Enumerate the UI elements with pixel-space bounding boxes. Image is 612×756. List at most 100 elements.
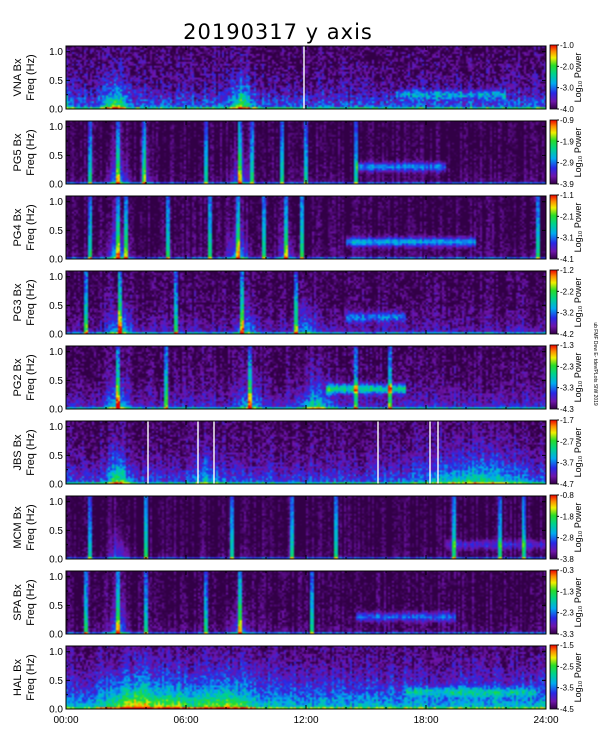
colorbar <box>549 644 558 710</box>
y-tick-label: 0.0 <box>49 555 63 566</box>
y-tick-label: 0.5 <box>49 301 63 312</box>
y-label-station: HAL Bx <box>12 659 24 696</box>
colorbar-tick-label: -1.7 <box>560 416 574 425</box>
colorbar-label: Log₁₀ Power <box>573 428 583 478</box>
y-tick-label: 0.5 <box>49 526 63 537</box>
colorbar-tick-label: -2.9 <box>560 159 574 168</box>
colorbar-label: Log₁₀ Power <box>573 503 583 553</box>
colorbar-tick-label: -1.3 <box>560 341 574 350</box>
spectrogram-pg2 <box>66 346 546 409</box>
side-note: ub FMF Dew E- tdev/PLots SIW 2019 <box>592 322 598 406</box>
panel-mcm: 0.0 0.5 1.0 MCM Bx Freq (Hz) -0.8 -1.8 -2.8 -3.8… <box>12 491 583 566</box>
colorbar-label: Log₁₀ Power <box>573 203 583 253</box>
spectrogram-jbs <box>66 421 546 484</box>
y-label-station: PG5 Bx <box>12 133 24 171</box>
colorbar-tick-label: -4.3 <box>560 405 574 414</box>
data-gap <box>303 46 305 109</box>
y-label-freq: Freq (Hz) <box>25 654 37 700</box>
y-label-station: MCM Bx <box>12 506 24 549</box>
panel-pg2: 0.0 0.5 1.0 PG2 Bx Freq (Hz) -1.3 -2.3 -3.3 -4.3… <box>12 341 583 416</box>
colorbar <box>549 344 558 410</box>
figure-title: 20190317 y axis <box>183 20 373 44</box>
colorbar-tick-label: -2.2 <box>560 287 574 296</box>
y-tick-label: 0.5 <box>49 151 63 162</box>
colorbar <box>549 44 558 110</box>
panel-spa: 0.0 0.5 1.0 SPA Bx Freq (Hz) -0.3 -1.3 -2.3 -3.3… <box>12 566 583 641</box>
panel-jbs: 0.0 0.5 1.0 JBS Bx Freq (Hz) -1.7 -2.7 -3.7 -4.7… <box>12 416 583 491</box>
colorbar-label: Log₁₀ Power <box>573 278 583 328</box>
colorbar-tick-label: -4.5 <box>560 705 574 714</box>
colorbar-tick-label: -4.7 <box>560 480 574 489</box>
spectrogram-mcm <box>66 496 546 559</box>
colorbar <box>549 194 558 260</box>
colorbar-tick-label: -4.2 <box>560 330 574 339</box>
data-gap <box>213 421 215 484</box>
colorbar-tick-label: -1.1 <box>560 191 574 200</box>
data-gap <box>377 421 379 484</box>
x-tick-label: 24:00 <box>533 715 558 726</box>
colorbar-tick-label: -2.8 <box>560 534 574 543</box>
colorbar <box>549 119 558 185</box>
y-label-freq: Freq (Hz) <box>25 129 37 175</box>
y-label-station: PG4 Bx <box>12 208 24 246</box>
spectrogram-pg5 <box>66 121 546 184</box>
y-tick-label: 1.0 <box>49 422 63 433</box>
y-tick-label: 1.0 <box>49 647 63 658</box>
colorbar-tick-label: -3.1 <box>560 234 574 243</box>
colorbar-tick-label: -3.0 <box>560 84 574 93</box>
colorbar-tick-label: -3.5 <box>560 684 574 693</box>
colorbar-tick-label: -4.0 <box>560 105 574 114</box>
colorbar <box>549 419 558 485</box>
colorbar-tick-label: -0.9 <box>560 116 574 125</box>
x-tick-label: 00:00 <box>53 715 78 726</box>
colorbar-tick-label: -0.8 <box>560 491 574 500</box>
colorbar-tick-label: -1.9 <box>560 137 574 146</box>
y-tick-label: 0.0 <box>49 630 63 641</box>
spectrogram-pg3 <box>66 271 546 334</box>
panel-pg3: 0.0 0.5 1.0 PG3 Bx Freq (Hz) -1.2 -2.2 -3.2 -4.2… <box>12 266 583 341</box>
y-label-freq: Freq (Hz) <box>25 504 37 550</box>
colorbar-tick-label: -3.8 <box>560 555 574 564</box>
colorbar-label: Log₁₀ Power <box>573 353 583 403</box>
spectrogram-pg4 <box>66 196 546 259</box>
x-tick-label: 18:00 <box>413 715 438 726</box>
y-label-freq: Freq (Hz) <box>25 204 37 250</box>
y-label-station: VNA Bx <box>12 58 24 96</box>
colorbar-label: Log₁₀ Power <box>573 128 583 178</box>
y-tick-label: 1.0 <box>49 47 63 58</box>
colorbar-tick-label: -2.7 <box>560 437 574 446</box>
colorbar <box>549 269 558 335</box>
y-tick-label: 1.0 <box>49 497 63 508</box>
colorbar-label: Log₁₀ Power <box>573 53 583 103</box>
data-gap <box>197 421 199 484</box>
y-tick-label: 0.0 <box>49 480 63 491</box>
data-gap <box>429 421 431 484</box>
y-tick-label: 0.5 <box>49 376 63 387</box>
colorbar-tick-label: -2.5 <box>560 662 574 671</box>
y-label-station: JBS Bx <box>12 434 24 471</box>
colorbar-tick-label: -0.3 <box>560 566 574 575</box>
colorbar-tick-label: -3.2 <box>560 309 574 318</box>
colorbar-tick-label: -1.2 <box>560 266 574 275</box>
y-label-station: SPA Bx <box>12 584 24 621</box>
y-label-freq: Freq (Hz) <box>25 354 37 400</box>
y-tick-label: 0.5 <box>49 451 63 462</box>
colorbar-tick-label: -1.0 <box>560 41 574 50</box>
colorbar-tick-label: -3.3 <box>560 630 574 639</box>
colorbar-tick-label: -2.1 <box>560 212 574 221</box>
y-tick-label: 1.0 <box>49 122 63 133</box>
colorbar-tick-label: -2.3 <box>560 609 574 618</box>
y-tick-label: 0.0 <box>49 405 63 416</box>
data-gap <box>147 421 149 484</box>
colorbar-tick-label: -2.3 <box>560 362 574 371</box>
y-tick-label: 0.0 <box>49 330 63 341</box>
x-tick-label: 06:00 <box>173 715 198 726</box>
colorbar <box>549 494 558 560</box>
colorbar-tick-label: -3.9 <box>560 180 574 189</box>
panel-vna: 0.0 0.5 1.0 VNA Bx Freq (Hz) -1.0 -2.0 -3.0 -4.0… <box>12 41 583 116</box>
spectrogram-hal <box>66 646 546 709</box>
x-tick-label: 12:00 <box>293 715 318 726</box>
y-tick-label: 1.0 <box>49 197 63 208</box>
